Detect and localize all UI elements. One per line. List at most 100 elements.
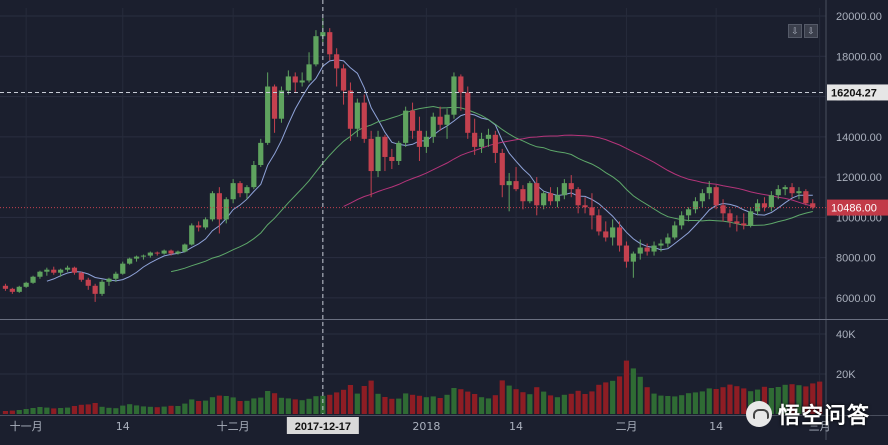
- candle-body: [92, 285, 98, 294]
- candle-body: [306, 64, 312, 81]
- candle-body: [313, 36, 319, 65]
- candle-body: [734, 221, 740, 224]
- candle-body: [768, 195, 774, 208]
- volume-bar: [278, 397, 285, 414]
- volume-bar: [292, 399, 298, 414]
- volume-bar: [768, 388, 774, 414]
- candle-body: [327, 32, 333, 55]
- volume-bar: [9, 410, 15, 414]
- candle-body: [78, 272, 84, 280]
- candle-body: [265, 86, 271, 143]
- candle-body: [499, 152, 505, 186]
- candle-body: [140, 255, 147, 257]
- volume-bar: [644, 387, 650, 414]
- time-tick-label: 14: [709, 420, 723, 433]
- volume-bar: [789, 384, 795, 414]
- candle-body: [451, 76, 457, 115]
- volume-bar: [499, 380, 505, 414]
- volume-bar: [306, 398, 312, 414]
- candle-body: [527, 183, 533, 202]
- volume-bar: [679, 395, 685, 414]
- candle-body: [416, 130, 423, 147]
- candle-body: [202, 219, 209, 228]
- candle-body: [541, 193, 547, 206]
- volume-bar: [37, 407, 43, 414]
- candle-body: [37, 271, 43, 277]
- download-button[interactable]: ⇩: [788, 24, 802, 38]
- volume-bar: [23, 409, 29, 414]
- volume-bar: [582, 394, 588, 414]
- volume-bar: [458, 389, 464, 414]
- volume-bar: [520, 392, 526, 414]
- volume-bar: [568, 393, 574, 414]
- last-price-label: 10486.00: [831, 203, 877, 215]
- volume-bar: [547, 395, 554, 414]
- volume-bar: [444, 394, 450, 414]
- candle-body: [699, 193, 705, 202]
- candle-body: [361, 102, 367, 139]
- candle-body: [610, 227, 616, 238]
- candle-body: [465, 92, 471, 133]
- candle-body: [16, 286, 22, 292]
- volume-bar: [375, 393, 381, 414]
- candle-body: [596, 215, 602, 232]
- candle-body: [230, 183, 236, 200]
- volume-bar: [810, 383, 816, 414]
- candle-body: [637, 247, 643, 254]
- candle-body: [375, 136, 381, 172]
- candle-body: [244, 187, 250, 194]
- volume-bar: [216, 395, 222, 414]
- candle-body: [547, 193, 554, 202]
- settings-button[interactable]: ⇩: [804, 24, 818, 38]
- volume-bar: [561, 394, 567, 414]
- volume-bar: [120, 405, 126, 414]
- volume-bar: [140, 406, 147, 414]
- volume-bar: [541, 391, 547, 414]
- candle-body: [23, 282, 29, 287]
- candle-body: [437, 116, 443, 125]
- time-tick-label: 三月: [809, 420, 831, 433]
- candle-body: [630, 253, 636, 262]
- watermark-text: 悟空问答: [777, 403, 870, 428]
- volume-bar: [603, 382, 609, 414]
- volume-bar: [368, 380, 374, 414]
- volume-bar: [437, 398, 443, 414]
- volume-bar: [271, 393, 278, 414]
- candle-body: [299, 80, 305, 83]
- candle-body: [175, 251, 181, 254]
- moving-average-line: [343, 134, 813, 207]
- candle-body: [568, 183, 574, 190]
- volume-bar: [154, 407, 160, 414]
- volume-bar: [672, 396, 678, 414]
- volume-bar: [775, 387, 781, 414]
- candle-body: [209, 193, 216, 220]
- candle-body: [106, 278, 112, 282]
- volume-bar: [630, 368, 636, 414]
- volume-bar: [285, 398, 291, 414]
- volume-bar: [265, 391, 271, 414]
- candle-body: [189, 225, 195, 245]
- candle-body: [30, 276, 36, 283]
- candle-body: [679, 215, 685, 226]
- volume-bar: [796, 385, 802, 414]
- volume-bars: [2, 360, 823, 414]
- volume-bar: [575, 390, 581, 414]
- volume-bar: [589, 391, 595, 414]
- volume-bar: [92, 403, 98, 414]
- time-tick-label: 14: [116, 420, 130, 433]
- volume-bar: [147, 406, 153, 414]
- volume-bar: [347, 385, 354, 414]
- volume-bar: [58, 408, 64, 414]
- candle-body: [520, 189, 526, 202]
- volume-bar: [320, 395, 326, 414]
- candle-body: [741, 223, 747, 226]
- volume-bar: [389, 398, 395, 414]
- volume-bar: [527, 394, 533, 414]
- volume-bar: [610, 380, 616, 414]
- candle-body: [430, 116, 436, 137]
- candle-body: [444, 114, 450, 125]
- candle-body: [9, 288, 15, 292]
